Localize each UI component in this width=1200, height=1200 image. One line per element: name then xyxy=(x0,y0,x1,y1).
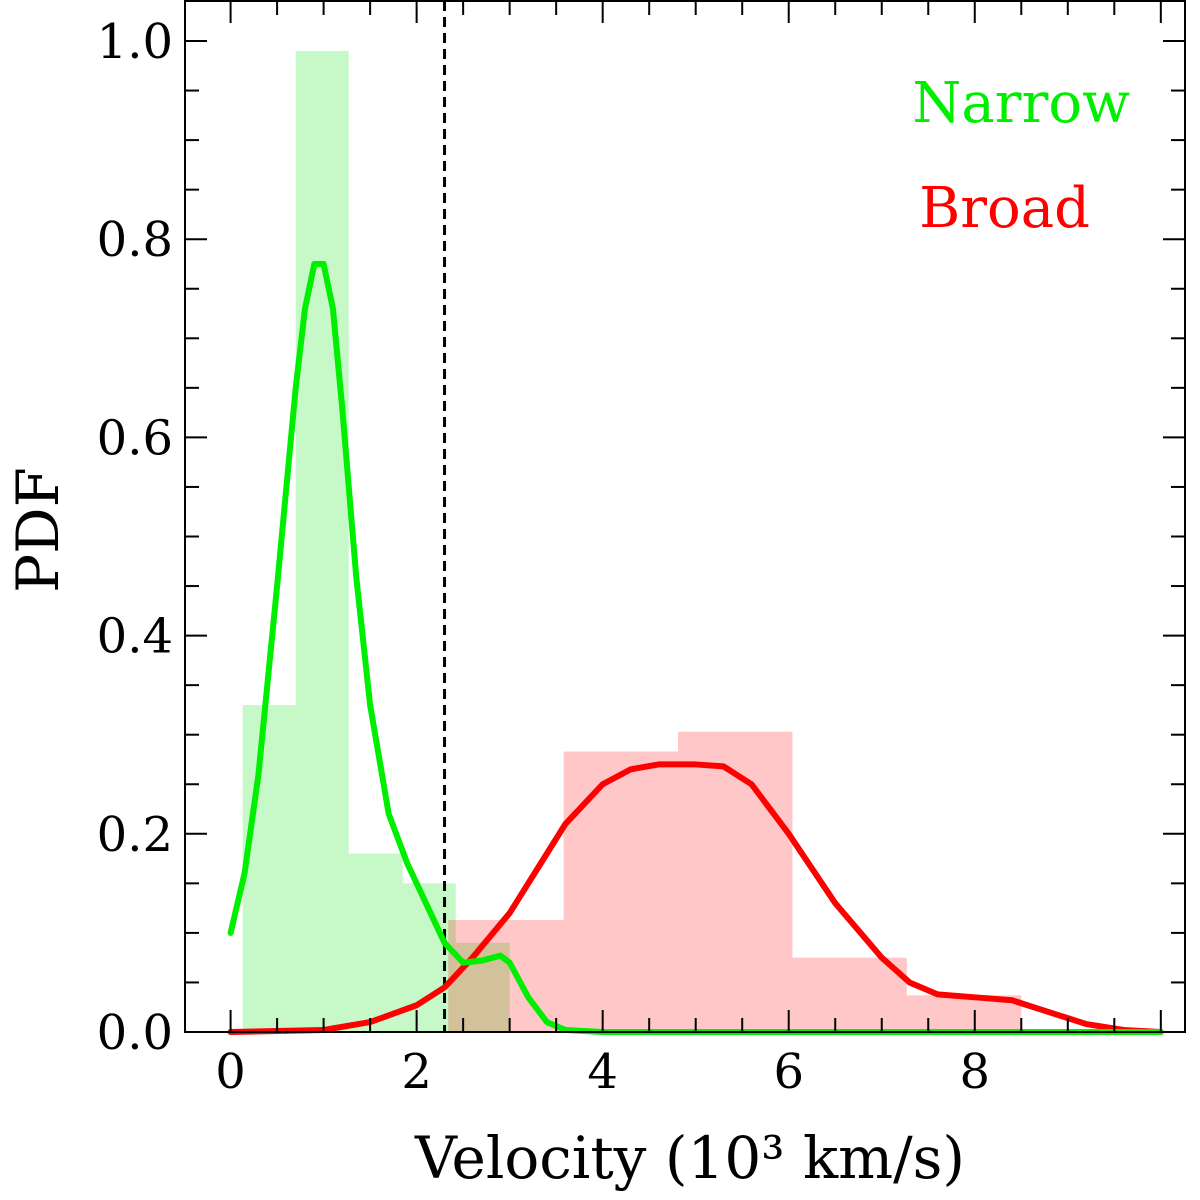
kde-narrow xyxy=(227,260,1164,1035)
x-tick-label: 2 xyxy=(401,1044,432,1100)
y-tick-label: 0.4 xyxy=(97,609,173,665)
x-tick-label: 0 xyxy=(215,1044,246,1100)
y-tick-label: 0.0 xyxy=(97,1005,173,1061)
bar-narrow-2 xyxy=(348,853,403,1032)
kde-broad xyxy=(227,761,1164,1035)
y-tick-label: 0.8 xyxy=(97,212,173,268)
histogram-bars xyxy=(242,50,1022,1033)
tick-labels: 0 2 4 6 8 0.0 0.2 0.4 0.6 0.8 1.0 xyxy=(97,14,990,1100)
x-tick-label: 6 xyxy=(773,1044,804,1100)
plot-frame xyxy=(184,0,1186,1033)
x-axis-label: Velocity (10³ km/s) xyxy=(414,1124,965,1192)
axis-ticks xyxy=(185,1,1185,1033)
x-tick-label: 8 xyxy=(959,1044,990,1100)
bar-broad-1 xyxy=(563,751,679,1032)
legend-narrow: Narrow xyxy=(912,71,1130,136)
y-tick-label: 0.2 xyxy=(97,807,173,863)
bar-broad-0 xyxy=(448,920,564,1032)
bar-narrow-1 xyxy=(295,50,349,1033)
bar-broad-3 xyxy=(792,957,907,1032)
x-tick-label: 4 xyxy=(587,1044,618,1100)
bar-narrow-0 xyxy=(242,704,296,1032)
legend-broad: Broad xyxy=(919,176,1090,241)
y-tick-label: 1.0 xyxy=(97,14,173,70)
kde-curves xyxy=(227,1,1164,1035)
y-tick-label: 0.6 xyxy=(97,410,173,466)
bar-broad-2 xyxy=(678,731,793,1032)
y-axis-label: PDF xyxy=(4,467,72,593)
